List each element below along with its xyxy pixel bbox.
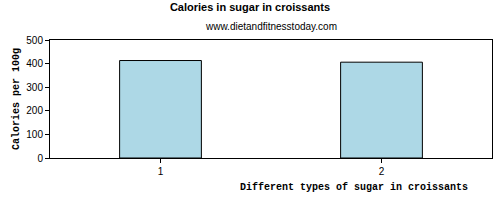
svg-text:200: 200 [26,105,43,116]
svg-text:Calories in sugar in croissant: Calories in sugar in croissants [170,1,330,13]
svg-text:0: 0 [37,153,43,164]
svg-text:Calories per 100g: Calories per 100g [11,48,22,150]
svg-text:www.dietandfitnesstoday.com: www.dietandfitnesstoday.com [205,21,337,32]
svg-text:400: 400 [26,58,43,69]
svg-text:1: 1 [158,166,164,177]
svg-text:500: 500 [26,35,43,46]
svg-text:300: 300 [26,82,43,93]
svg-text:100: 100 [26,129,43,140]
svg-text:2: 2 [379,166,385,177]
svg-text:Different types of sugar in cr: Different types of sugar in croissants [240,182,468,193]
